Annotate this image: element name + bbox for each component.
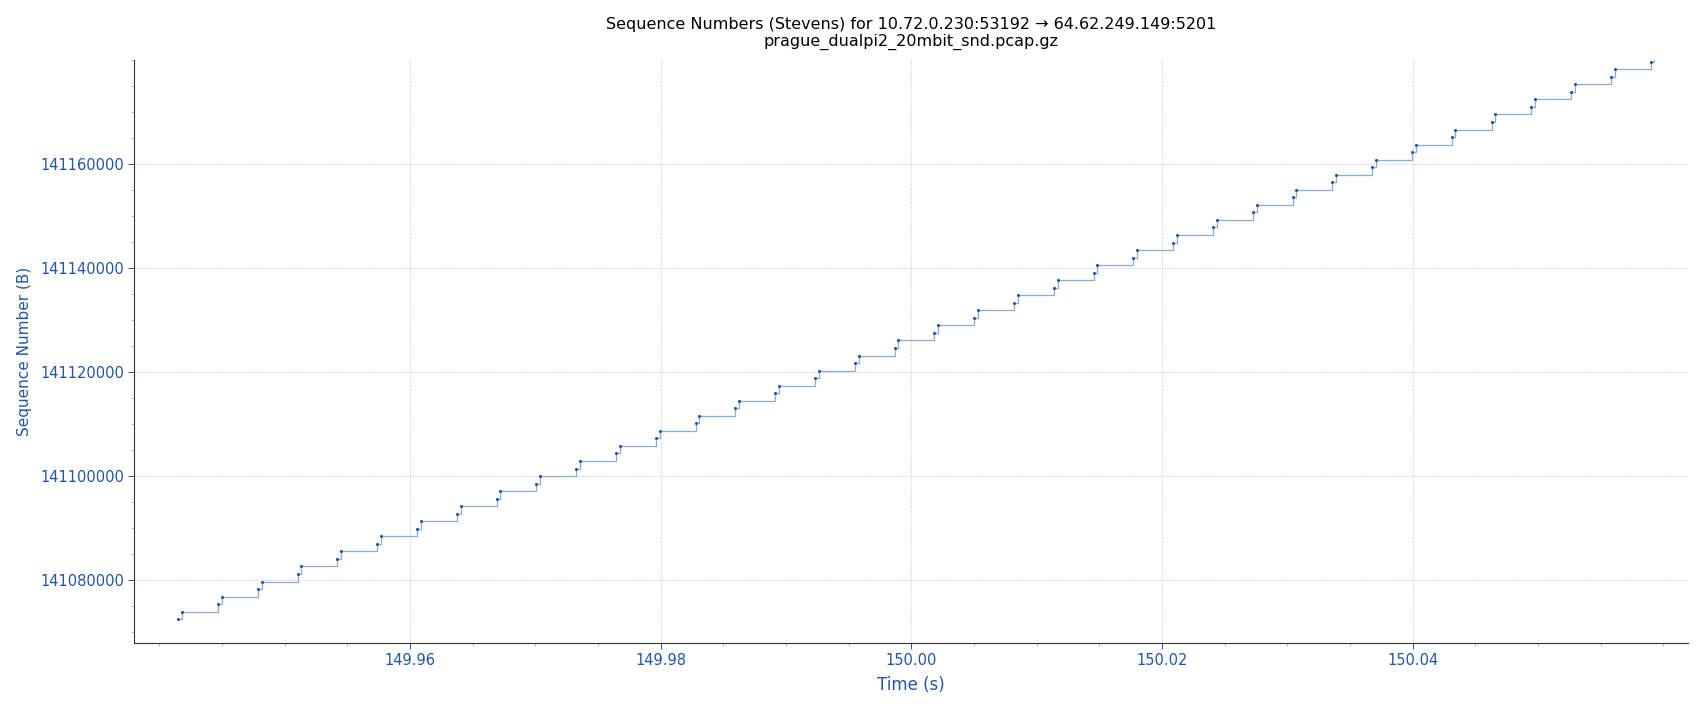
Point [327, 546, 355, 557]
Point [805, 365, 832, 376]
Point [841, 358, 868, 369]
Title: Sequence Numbers (Stevens) for 10.72.0.230:53192 → 64.62.249.149:5201
prague_dua: Sequence Numbers (Stevens) for 10.72.0.2… [605, 16, 1216, 50]
Point [1598, 71, 1625, 82]
Point [1637, 56, 1664, 68]
Point [486, 486, 513, 497]
Point [1204, 214, 1231, 225]
Point [924, 320, 951, 331]
Point [367, 530, 394, 542]
Point [685, 410, 713, 422]
Point [1562, 79, 1589, 90]
Point [1004, 289, 1032, 301]
Point [1517, 101, 1545, 112]
Point [288, 561, 315, 572]
Point [1318, 176, 1345, 188]
Point [921, 327, 948, 338]
Point [1043, 274, 1071, 286]
Point [363, 538, 390, 550]
Point [1478, 117, 1506, 128]
Point [407, 515, 435, 527]
Point [1199, 222, 1226, 233]
Point [1124, 245, 1151, 256]
Point [443, 508, 471, 520]
Point [1521, 94, 1548, 105]
Point [1040, 282, 1067, 294]
Point [1163, 230, 1190, 241]
Point [960, 312, 987, 324]
Point [566, 455, 593, 466]
Point [1282, 184, 1309, 196]
Point [1001, 297, 1028, 309]
Point [762, 387, 789, 399]
Point [404, 523, 431, 535]
Point [1120, 252, 1147, 263]
Point [1243, 199, 1270, 210]
Point [682, 417, 709, 429]
Point [1402, 139, 1429, 150]
Point [646, 425, 673, 437]
Point [1240, 207, 1267, 218]
Point [1398, 146, 1425, 158]
Point [324, 553, 351, 565]
Point [164, 614, 191, 625]
Point [563, 463, 590, 474]
X-axis label: Time (s): Time (s) [878, 676, 945, 695]
Point [1279, 192, 1306, 203]
Point [247, 576, 275, 587]
Point [846, 350, 873, 361]
Point [527, 471, 554, 482]
Point [881, 342, 909, 353]
Point [1159, 237, 1187, 248]
Point [1557, 86, 1584, 97]
Point [285, 568, 312, 579]
Point [643, 433, 670, 444]
Point [169, 606, 196, 617]
Point [885, 335, 912, 346]
Point [483, 493, 510, 504]
Point [1437, 132, 1465, 143]
Point [725, 395, 752, 407]
Point [1362, 154, 1390, 166]
Point [1084, 260, 1112, 271]
Point [605, 440, 633, 451]
Point [208, 591, 235, 602]
Point [447, 501, 474, 512]
Point [1359, 161, 1386, 173]
Point [1601, 63, 1628, 75]
Point [602, 448, 629, 459]
Point [244, 583, 271, 594]
Point [801, 373, 829, 384]
Point [205, 599, 232, 610]
Point [1079, 267, 1107, 279]
Y-axis label: Sequence Number (B): Sequence Number (B) [17, 267, 32, 436]
Point [766, 380, 793, 391]
Point [1442, 124, 1470, 135]
Point [1323, 169, 1350, 181]
Point [721, 402, 748, 414]
Point [1482, 109, 1509, 120]
Point [965, 304, 992, 316]
Point [1640, 48, 1667, 60]
Point [523, 478, 551, 489]
